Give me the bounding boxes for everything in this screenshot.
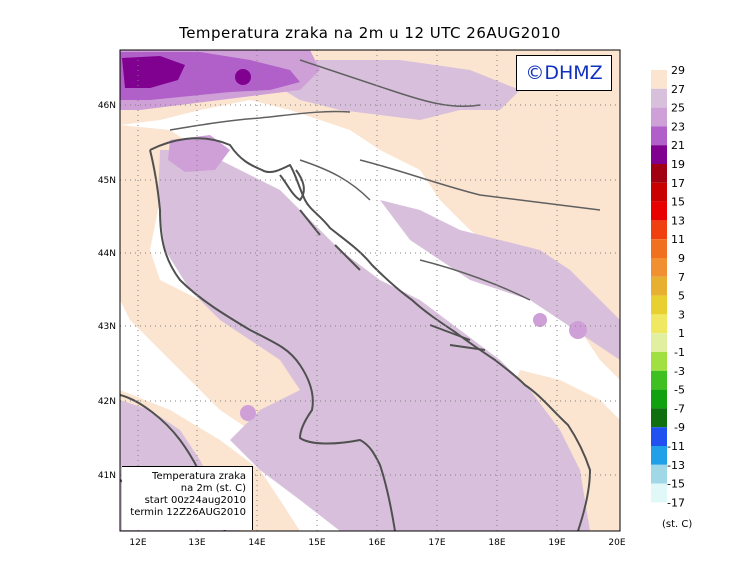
legend-swatch: [651, 201, 667, 221]
legend-label: -3: [674, 365, 685, 378]
legend-label: 21: [671, 139, 685, 152]
lat-axis: 46N 45N 44N 43N 42N 41N: [98, 101, 116, 481]
hot-spot-sw: [240, 405, 256, 421]
info-line: termin 12Z26AUG2010: [130, 507, 246, 518]
lon-label: 18E: [488, 538, 505, 548]
legend-swatch: [651, 107, 667, 127]
legend-swatch: [651, 333, 667, 352]
lat-label: 45N: [98, 176, 116, 186]
lon-label: 15E: [308, 538, 325, 548]
coastlines: [120, 137, 591, 531]
legend-swatch: [651, 502, 667, 522]
lon-label: 12E: [129, 538, 146, 548]
map-field: [120, 50, 620, 531]
legend-swatch: [651, 182, 667, 202]
legend-label: 1: [678, 327, 685, 340]
legend-label: -15: [667, 478, 685, 491]
legend-swatch: [651, 483, 667, 503]
legend-label: 25: [671, 102, 685, 115]
hot-spot-se: [569, 321, 587, 339]
legend-label: -9: [674, 421, 685, 434]
legend-label: 15: [671, 196, 685, 209]
lat-label: 46N: [98, 101, 116, 111]
warm-zone-italy: [120, 125, 320, 440]
sea-zone-adriatic: [158, 150, 590, 531]
legend-label: 9: [678, 252, 685, 265]
legend-label: 17: [671, 177, 685, 190]
info-line: start 00z24aug2010: [144, 495, 246, 506]
plot-frame: [119, 49, 621, 532]
legend-label: 19: [671, 158, 685, 171]
info-box: Temperatura zraka na 2m (st. C) start 00…: [122, 466, 253, 530]
lat-label: 42N: [98, 397, 116, 407]
legend-swatch: [651, 370, 667, 390]
legend-swatch: [651, 70, 667, 89]
legend-label: -17: [667, 496, 685, 509]
legend-swatch: [651, 295, 667, 315]
lon-label: 16E: [368, 538, 385, 548]
peak-spot-1: [235, 69, 251, 85]
warm-zone-north: [120, 50, 620, 380]
hot-spot-e: [533, 313, 547, 327]
sea-zone-balkan: [380, 200, 620, 360]
legend-label: 13: [671, 214, 685, 227]
legend-label: -5: [674, 384, 685, 397]
hot-zone-istria: [168, 135, 230, 172]
legend-label: 7: [678, 271, 685, 284]
legend-swatch: [651, 408, 667, 428]
info-line: na 2m (st. C): [180, 483, 246, 494]
dhmz-logo: ©DHMZ: [516, 55, 612, 91]
legend-label: -1: [674, 346, 685, 359]
legend-label: 11: [671, 233, 685, 246]
lat-label: 41N: [98, 471, 116, 481]
legend-swatch: [651, 239, 667, 258]
lat-label: 43N: [98, 322, 116, 332]
legend-swatch: [651, 389, 667, 409]
lon-label: 20E: [608, 538, 625, 548]
legend-swatch: [651, 220, 667, 240]
legend-swatch: [651, 258, 667, 277]
legend-label: -7: [674, 402, 685, 415]
legend-label: -13: [667, 459, 685, 472]
legend-swatch: [651, 464, 667, 484]
lon-label: 19E: [548, 538, 565, 548]
lon-axis: 12E 13E 14E 15E 16E 17E 18E 19E 20E: [129, 538, 625, 548]
legend-label: 23: [671, 120, 685, 133]
legend-swatch: [651, 314, 667, 334]
legend-label: 3: [678, 308, 685, 321]
legend-swatch: [651, 145, 667, 164]
legend-label: 27: [671, 83, 685, 96]
legend-units: (st. C): [662, 519, 693, 530]
map-title: Temperatura zraka na 2m u 12 UTC 26AUG20…: [179, 24, 561, 42]
legend-label: 5: [678, 290, 685, 303]
legend-swatch: [651, 126, 667, 146]
legend-label: -11: [667, 440, 685, 453]
legend-label: 29: [671, 64, 685, 77]
lat-label: 44N: [98, 249, 116, 259]
lon-label: 14E: [248, 538, 265, 548]
graticule: [120, 50, 620, 531]
lon-label: 13E: [188, 538, 205, 548]
lon-label: 17E: [428, 538, 445, 548]
legend-swatch: [651, 352, 667, 371]
legend-swatch: [651, 164, 667, 183]
info-line: Temperatura zraka: [152, 471, 246, 482]
legend-swatch: [651, 427, 667, 446]
legend-swatch: [651, 88, 667, 108]
legend-swatch: [651, 276, 667, 296]
legend-swatch: [651, 446, 667, 465]
color-legend: 29 27 25 23 21 19 17 15 13 11 9 7 5 3 1 -1 -3 -5 -7 -9 -11 -1…: [651, 64, 685, 522]
